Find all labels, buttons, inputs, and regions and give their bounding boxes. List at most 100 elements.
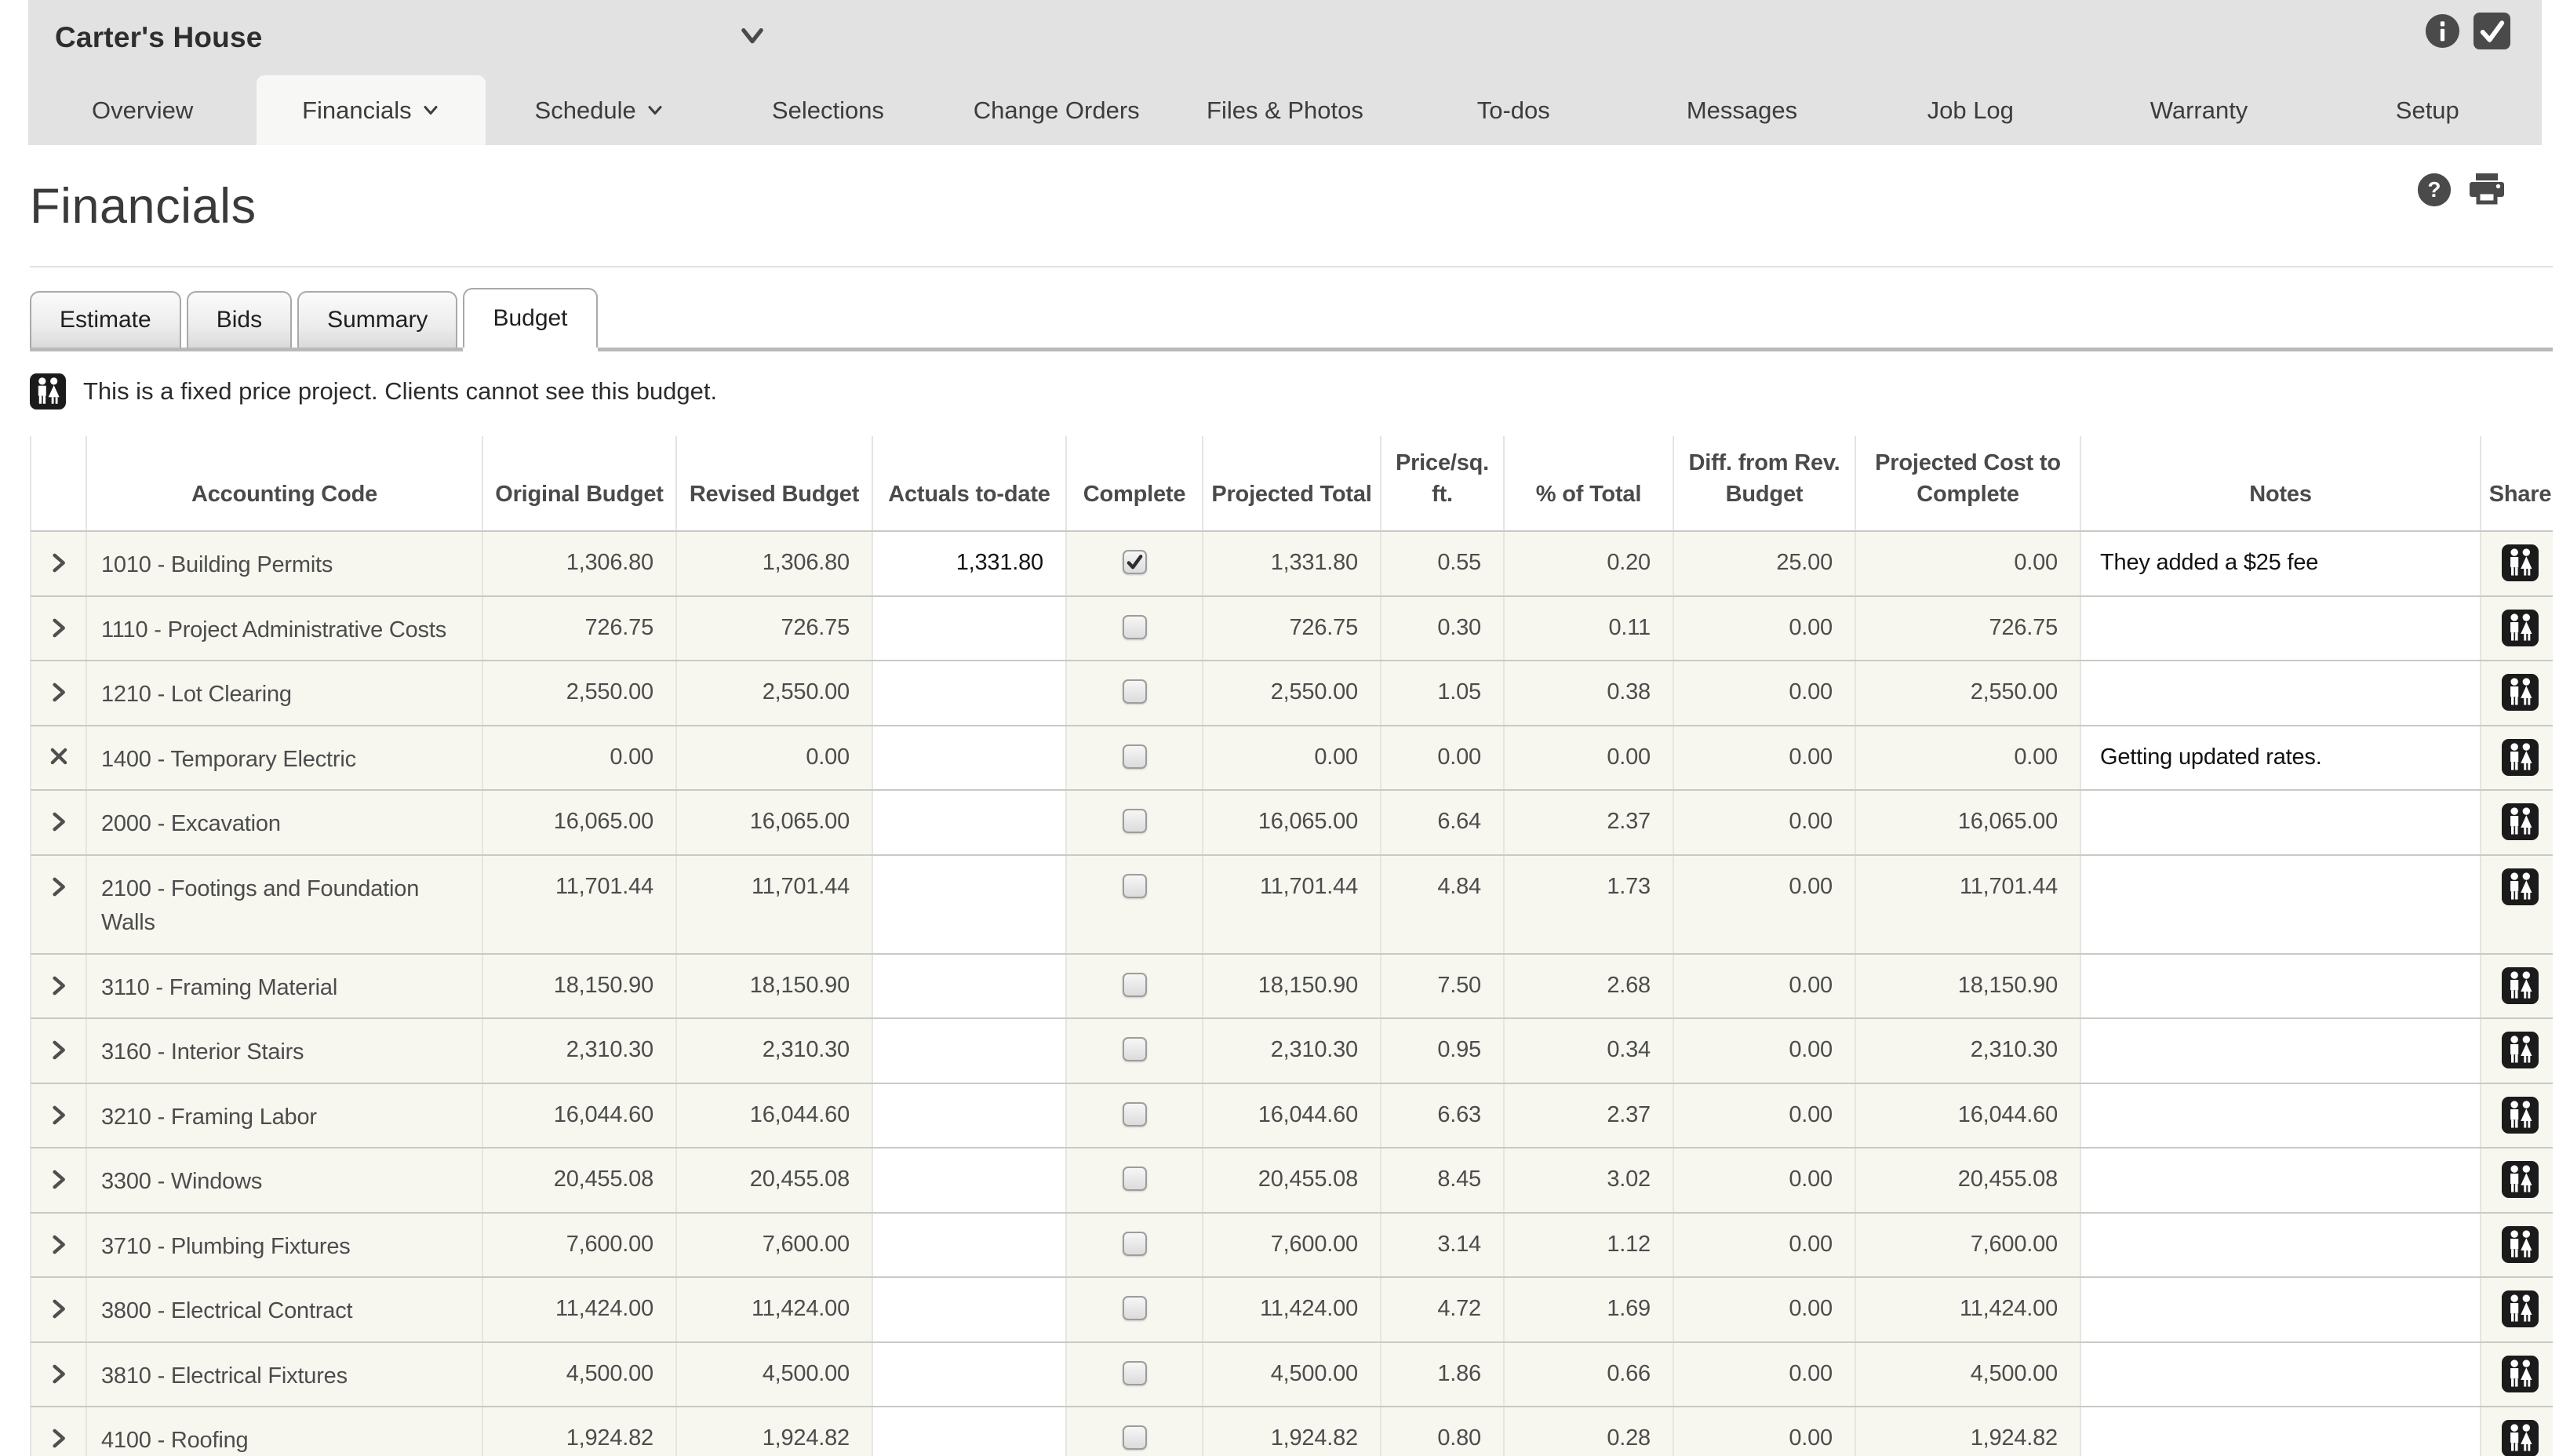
expand-row-chevron-icon[interactable] <box>31 596 87 660</box>
nav-tab-financials[interactable]: Financials <box>257 75 486 145</box>
share-people-icon[interactable] <box>2502 966 2539 1004</box>
table-row: 3210 - Framing Labor 16,044.60 16,044.60 16… <box>30 1082 2553 1147</box>
notes-cell[interactable]: They added a $25 fee <box>2081 532 2481 595</box>
selected-check-icon[interactable] <box>2473 13 2510 49</box>
notes-cell[interactable] <box>2081 791 2481 854</box>
actuals-to-date-cell[interactable] <box>873 1019 1067 1083</box>
notes-cell[interactable] <box>2081 1148 2481 1212</box>
expand-row-chevron-icon[interactable] <box>31 954 87 1017</box>
share-people-icon[interactable] <box>2502 1161 2539 1198</box>
expand-row-chevron-icon[interactable] <box>31 1148 87 1212</box>
help-icon[interactable]: ? <box>2416 172 2452 208</box>
actuals-to-date-cell[interactable] <box>873 726 1067 789</box>
expand-row-chevron-icon[interactable] <box>31 661 87 725</box>
projected-total-cell: 1,331.80 <box>1203 532 1381 595</box>
nav-tab-setup[interactable]: Setup <box>2313 75 2542 145</box>
complete-checkbox[interactable] <box>1122 1231 1147 1256</box>
notes-cell[interactable] <box>2081 1019 2481 1083</box>
tab-estimate[interactable]: Estimate <box>30 291 181 348</box>
expand-row-chevron-icon[interactable] <box>31 1019 87 1083</box>
notes-cell[interactable] <box>2081 1407 2481 1456</box>
complete-checkbox[interactable] <box>1122 679 1147 704</box>
complete-checkbox[interactable] <box>1122 1167 1147 1191</box>
nav-tab-to-dos[interactable]: To-dos <box>1400 75 1628 145</box>
share-people-icon[interactable] <box>2502 1096 2539 1134</box>
complete-checkbox[interactable] <box>1122 1360 1147 1385</box>
revised-budget-cell: 16,044.60 <box>677 1083 873 1147</box>
share-people-icon[interactable] <box>2502 868 2539 905</box>
share-people-icon[interactable] <box>2502 1420 2539 1456</box>
remove-row-icon[interactable] <box>31 726 87 789</box>
actuals-to-date-cell[interactable] <box>873 1083 1067 1147</box>
actuals-to-date-cell[interactable] <box>873 1407 1067 1456</box>
nav-tab-messages[interactable]: Messages <box>1628 75 1856 145</box>
nav-tab-warranty[interactable]: Warranty <box>2084 75 2313 145</box>
complete-checkbox[interactable] <box>1122 1101 1147 1127</box>
nav-tab-overview[interactable]: Overview <box>28 75 257 145</box>
topbar-icons <box>2424 13 2510 49</box>
expand-row-chevron-icon[interactable] <box>31 1407 87 1456</box>
nav-tab-change-orders[interactable]: Change Orders <box>942 75 1170 145</box>
pct-of-total-cell: 1.73 <box>1505 855 1674 953</box>
actuals-to-date-cell[interactable] <box>873 596 1067 660</box>
expand-row-chevron-icon[interactable] <box>31 1213 87 1276</box>
actuals-to-date-cell[interactable] <box>873 855 1067 953</box>
notes-cell[interactable] <box>2081 1213 2481 1276</box>
notes-cell[interactable] <box>2081 661 2481 725</box>
expand-row-chevron-icon[interactable] <box>31 791 87 854</box>
share-people-icon[interactable] <box>2502 1032 2539 1068</box>
diff-from-rev-budget-cell: 0.00 <box>1674 791 1856 854</box>
actuals-to-date-cell[interactable] <box>873 791 1067 854</box>
complete-checkbox[interactable] <box>1122 614 1147 639</box>
actuals-to-date-cell[interactable]: 1,331.80 <box>873 532 1067 595</box>
share-people-icon[interactable] <box>2502 674 2539 711</box>
share-people-icon[interactable] <box>2502 738 2539 776</box>
share-people-icon[interactable] <box>2502 544 2539 581</box>
notes-cell[interactable] <box>2081 954 2481 1017</box>
nav-tab-job-log[interactable]: Job Log <box>1856 75 2084 145</box>
share-people-icon[interactable] <box>2502 1355 2539 1392</box>
complete-checkbox[interactable] <box>1122 972 1147 997</box>
tab-budget[interactable]: Budget <box>463 288 598 348</box>
expand-row-chevron-icon[interactable] <box>31 1083 87 1147</box>
share-people-icon[interactable] <box>2502 609 2539 646</box>
share-people-icon[interactable] <box>2502 803 2539 840</box>
print-icon[interactable] <box>2468 173 2506 207</box>
notes-cell[interactable] <box>2081 596 2481 660</box>
complete-checkbox[interactable] <box>1122 1296 1147 1320</box>
info-icon[interactable] <box>2424 13 2461 49</box>
complete-checkbox[interactable] <box>1122 809 1147 833</box>
nav-tab-selections[interactable]: Selections <box>714 75 942 145</box>
expand-row-chevron-icon[interactable] <box>31 532 87 595</box>
notes-cell[interactable] <box>2081 1278 2481 1341</box>
actuals-to-date-cell[interactable] <box>873 1213 1067 1276</box>
share-cell <box>2481 1214 2559 1277</box>
nav-tab-schedule[interactable]: Schedule <box>486 75 714 145</box>
notes-cell[interactable]: Getting updated rates. <box>2081 726 2481 789</box>
accounting-code-cell: 3300 - Windows <box>87 1148 483 1212</box>
notes-cell[interactable] <box>2081 1083 2481 1147</box>
accounting-code-cell: 3110 - Framing Material <box>87 954 483 1017</box>
actuals-to-date-cell[interactable] <box>873 661 1067 725</box>
actuals-to-date-cell[interactable] <box>873 954 1067 1017</box>
expand-row-chevron-icon[interactable] <box>31 855 87 953</box>
notes-cell[interactable] <box>2081 1342 2481 1406</box>
projected-cost-to-complete-cell: 11,701.44 <box>1856 855 2081 953</box>
expand-row-chevron-icon[interactable] <box>31 1278 87 1341</box>
nav-tab-files-photos[interactable]: Files & Photos <box>1170 75 1399 145</box>
actuals-to-date-cell[interactable] <box>873 1278 1067 1341</box>
notes-cell[interactable] <box>2081 855 2481 953</box>
complete-checkbox[interactable] <box>1122 873 1147 898</box>
share-people-icon[interactable] <box>2502 1225 2539 1263</box>
actuals-to-date-cell[interactable] <box>873 1148 1067 1212</box>
actuals-to-date-cell[interactable] <box>873 1342 1067 1406</box>
tab-bids[interactable]: Bids <box>186 291 293 348</box>
expand-row-chevron-icon[interactable] <box>31 1342 87 1406</box>
share-people-icon[interactable] <box>2502 1290 2539 1327</box>
complete-checkbox[interactable] <box>1122 550 1147 574</box>
complete-checkbox[interactable] <box>1122 744 1147 769</box>
tab-summary[interactable]: Summary <box>297 291 458 348</box>
job-selector-caret-icon[interactable] <box>738 25 766 47</box>
complete-checkbox[interactable] <box>1122 1425 1147 1450</box>
complete-checkbox[interactable] <box>1122 1037 1147 1061</box>
